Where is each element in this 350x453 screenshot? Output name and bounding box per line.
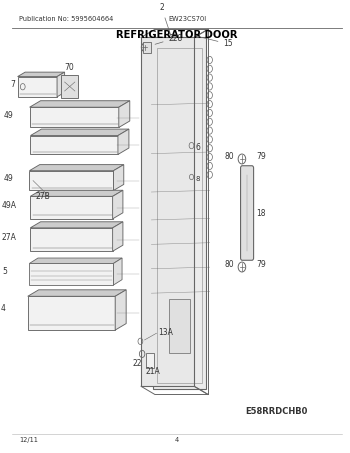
Text: 12/11: 12/11 bbox=[19, 437, 38, 443]
Text: REFRIGERATOR DOOR: REFRIGERATOR DOOR bbox=[116, 30, 238, 40]
Polygon shape bbox=[29, 164, 124, 171]
Text: 4: 4 bbox=[0, 304, 5, 313]
Polygon shape bbox=[118, 129, 129, 154]
Text: 5: 5 bbox=[2, 267, 7, 276]
Text: 27B: 27B bbox=[36, 192, 50, 201]
Polygon shape bbox=[141, 38, 194, 386]
Polygon shape bbox=[28, 290, 126, 296]
Text: 79: 79 bbox=[256, 152, 266, 161]
Polygon shape bbox=[30, 135, 118, 154]
Polygon shape bbox=[169, 299, 190, 352]
Polygon shape bbox=[30, 228, 113, 251]
Polygon shape bbox=[119, 101, 130, 127]
Polygon shape bbox=[30, 196, 113, 219]
Text: 79: 79 bbox=[256, 260, 266, 269]
Polygon shape bbox=[115, 290, 126, 330]
Polygon shape bbox=[29, 171, 113, 191]
Text: 80: 80 bbox=[224, 260, 234, 269]
Text: 21A: 21A bbox=[145, 367, 160, 376]
Text: 13A: 13A bbox=[158, 328, 173, 337]
Text: 18: 18 bbox=[256, 208, 266, 217]
Polygon shape bbox=[113, 222, 123, 251]
Polygon shape bbox=[29, 258, 122, 264]
Text: 7: 7 bbox=[11, 80, 16, 89]
Text: Publication No: 5995604664: Publication No: 5995604664 bbox=[19, 16, 114, 22]
Text: 228: 228 bbox=[155, 34, 183, 44]
Polygon shape bbox=[30, 129, 129, 135]
Text: 70: 70 bbox=[65, 63, 74, 72]
Text: E58RRDCHB0: E58RRDCHB0 bbox=[246, 407, 308, 415]
FancyBboxPatch shape bbox=[240, 166, 254, 260]
Polygon shape bbox=[113, 258, 122, 285]
Text: 4: 4 bbox=[175, 437, 179, 443]
Polygon shape bbox=[30, 101, 130, 107]
Polygon shape bbox=[30, 107, 119, 127]
Text: 49: 49 bbox=[4, 111, 14, 120]
Text: 8: 8 bbox=[196, 176, 201, 182]
Polygon shape bbox=[153, 38, 206, 389]
Polygon shape bbox=[29, 264, 113, 285]
Text: 6: 6 bbox=[196, 143, 201, 152]
Polygon shape bbox=[28, 296, 115, 330]
Polygon shape bbox=[61, 75, 78, 98]
Polygon shape bbox=[18, 72, 65, 77]
Text: 22: 22 bbox=[133, 359, 142, 368]
Polygon shape bbox=[57, 72, 65, 97]
Polygon shape bbox=[30, 190, 123, 196]
Polygon shape bbox=[143, 42, 152, 53]
Polygon shape bbox=[113, 190, 123, 219]
Text: EW23CS70I: EW23CS70I bbox=[168, 16, 206, 22]
Text: 15: 15 bbox=[196, 36, 233, 48]
Text: 80: 80 bbox=[224, 152, 234, 161]
Polygon shape bbox=[113, 164, 124, 191]
Text: 27A: 27A bbox=[1, 233, 16, 242]
FancyBboxPatch shape bbox=[146, 352, 154, 368]
Text: 49A: 49A bbox=[1, 201, 16, 210]
Polygon shape bbox=[18, 77, 57, 97]
Text: 49: 49 bbox=[4, 174, 13, 183]
Polygon shape bbox=[30, 222, 123, 228]
Text: 2: 2 bbox=[159, 4, 172, 39]
